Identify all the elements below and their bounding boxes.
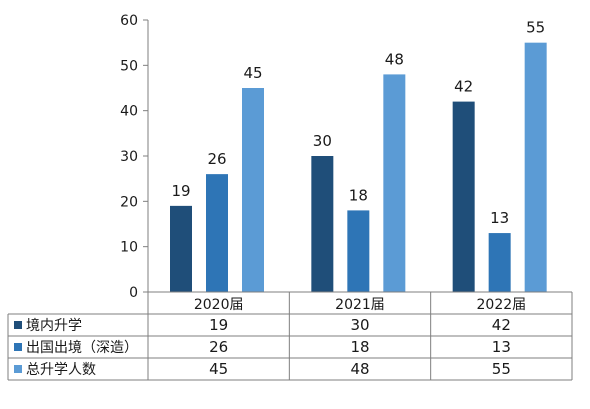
table-cell-value: 30 — [350, 316, 369, 334]
bar — [311, 156, 334, 292]
y-tick-label: 30 — [120, 149, 138, 165]
category-label: 2022届 — [477, 297, 527, 313]
legend-label: 境内升学 — [26, 318, 82, 334]
bar-data-label: 26 — [207, 150, 226, 168]
bar-data-label: 45 — [243, 64, 262, 82]
bar-layer — [170, 42, 547, 293]
bar-data-label: 13 — [490, 209, 509, 227]
table-cell-value: 13 — [492, 338, 511, 356]
bar-data-label: 30 — [313, 132, 332, 150]
table-cell-value: 26 — [209, 338, 228, 356]
bar-data-label: 18 — [349, 186, 368, 204]
table-cell-value: 48 — [350, 360, 369, 378]
table-cell-value: 42 — [492, 316, 511, 334]
label-layer: 19 26 45 30 18 48 42 13 55 — [171, 19, 545, 227]
table-cell-value: 18 — [350, 338, 369, 356]
bar — [170, 205, 192, 292]
axis-layer: 0 10 20 30 40 50 60 — [120, 13, 149, 301]
bar — [206, 174, 228, 292]
bar-data-label: 19 — [171, 182, 190, 200]
table-cell-value: 45 — [209, 360, 228, 378]
legend-swatch — [14, 365, 22, 373]
bar — [347, 210, 370, 292]
y-tick-label: 20 — [120, 194, 138, 210]
bar-data-label: 55 — [526, 19, 545, 37]
bar — [452, 101, 475, 292]
bar-data-label: 48 — [385, 50, 404, 68]
y-tick-label: 0 — [129, 285, 138, 301]
bar-data-label: 42 — [454, 78, 473, 96]
legend-swatch — [14, 321, 22, 329]
category-label: 2021届 — [335, 297, 385, 313]
y-tick-label: 50 — [120, 58, 138, 74]
legend-label: 总升学人数 — [26, 362, 96, 378]
table-cell-value: 19 — [209, 316, 228, 334]
table-cell-value: 55 — [492, 360, 511, 378]
y-tick-label: 40 — [120, 104, 138, 120]
y-tick-label: 10 — [120, 240, 138, 256]
bar — [524, 42, 547, 292]
legend-swatch — [14, 343, 22, 351]
category-label: 2020届 — [194, 297, 244, 313]
bar — [242, 88, 264, 292]
y-tick-label: 60 — [120, 13, 138, 29]
bar — [383, 74, 406, 293]
bar — [488, 233, 511, 292]
legend-label: 出国出境（深造） — [26, 340, 138, 356]
